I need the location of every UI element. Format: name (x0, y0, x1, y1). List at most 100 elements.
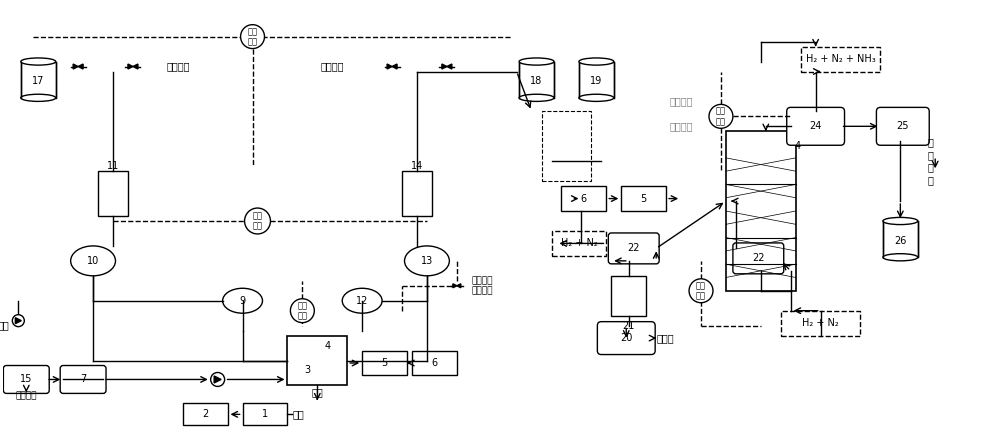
Text: H₂ + N₂ + NH₃: H₂ + N₂ + NH₃ (806, 54, 875, 64)
Circle shape (245, 208, 270, 234)
Text: 氢分析仪: 氢分析仪 (321, 62, 344, 71)
FancyBboxPatch shape (876, 107, 929, 145)
Circle shape (689, 279, 713, 303)
FancyBboxPatch shape (243, 404, 287, 425)
Text: 冷却水进: 冷却水进 (472, 277, 493, 285)
FancyBboxPatch shape (542, 112, 591, 181)
Ellipse shape (223, 288, 262, 313)
Text: 7: 7 (80, 374, 86, 385)
Text: 温度
控制: 温度 控制 (297, 301, 307, 321)
Text: 17: 17 (32, 76, 44, 86)
Text: 21: 21 (623, 321, 635, 331)
Polygon shape (15, 318, 21, 324)
FancyBboxPatch shape (402, 171, 432, 216)
Text: 12: 12 (356, 296, 368, 306)
FancyBboxPatch shape (60, 366, 106, 393)
Text: 液位
控制: 液位 控制 (253, 211, 263, 231)
Text: 3: 3 (304, 366, 310, 375)
Text: 纯水: 纯水 (0, 321, 9, 331)
Ellipse shape (21, 58, 56, 65)
Circle shape (290, 299, 314, 323)
Polygon shape (387, 64, 392, 69)
Text: 热源: 热源 (311, 387, 323, 397)
Text: 11: 11 (107, 161, 119, 171)
Circle shape (241, 25, 264, 49)
FancyBboxPatch shape (608, 233, 659, 264)
Ellipse shape (883, 217, 918, 224)
Ellipse shape (579, 94, 614, 101)
FancyBboxPatch shape (3, 366, 49, 393)
Ellipse shape (579, 58, 614, 65)
Ellipse shape (342, 288, 382, 313)
Text: 6: 6 (431, 358, 437, 368)
Text: 19: 19 (590, 76, 602, 86)
FancyBboxPatch shape (726, 131, 796, 291)
Ellipse shape (405, 246, 449, 276)
Text: H₂ + N₂: H₂ + N₂ (802, 318, 839, 328)
Text: 10: 10 (87, 256, 99, 266)
Text: H₂ + N₂: H₂ + N₂ (561, 239, 597, 248)
Text: 除盐水进: 除盐水进 (16, 391, 37, 400)
Polygon shape (447, 64, 452, 69)
Polygon shape (883, 221, 918, 257)
Ellipse shape (519, 58, 554, 65)
Text: 4: 4 (795, 141, 801, 151)
FancyBboxPatch shape (561, 186, 606, 211)
Text: 温度
控制: 温度 控制 (716, 107, 726, 126)
Polygon shape (133, 64, 138, 69)
FancyBboxPatch shape (287, 336, 347, 385)
FancyBboxPatch shape (552, 231, 606, 256)
Polygon shape (457, 284, 461, 288)
Text: 冷却水出: 冷却水出 (472, 286, 493, 295)
Text: 6: 6 (581, 194, 587, 204)
Polygon shape (73, 64, 78, 69)
Text: 氧分析仪: 氧分析仪 (166, 62, 190, 71)
Text: 绿电: 绿电 (292, 409, 304, 419)
Text: 14: 14 (411, 161, 423, 171)
Polygon shape (78, 64, 83, 69)
Text: 20: 20 (620, 333, 632, 343)
FancyBboxPatch shape (781, 311, 860, 336)
Polygon shape (21, 62, 56, 98)
Ellipse shape (21, 94, 56, 101)
FancyBboxPatch shape (597, 321, 655, 355)
Text: 9: 9 (240, 296, 246, 306)
FancyBboxPatch shape (611, 276, 646, 316)
Text: 25: 25 (897, 121, 909, 131)
Ellipse shape (71, 246, 115, 276)
Text: 22: 22 (752, 254, 765, 263)
Text: 15: 15 (20, 374, 32, 385)
Text: 4: 4 (324, 340, 330, 351)
Polygon shape (579, 62, 614, 98)
Text: 余热回用: 余热回用 (669, 121, 693, 131)
Text: 26: 26 (894, 236, 907, 246)
FancyBboxPatch shape (183, 404, 228, 425)
Text: 1: 1 (262, 409, 268, 419)
Polygon shape (214, 376, 221, 383)
Polygon shape (453, 284, 457, 288)
Polygon shape (128, 64, 133, 69)
Text: 压力
控制: 压力 控制 (696, 281, 706, 300)
Polygon shape (442, 64, 447, 69)
Circle shape (12, 315, 24, 327)
Text: 二次利用: 二次利用 (669, 97, 693, 106)
Text: 5: 5 (641, 194, 647, 204)
FancyBboxPatch shape (801, 47, 880, 71)
Circle shape (709, 105, 733, 128)
Ellipse shape (519, 94, 554, 101)
Text: 氨
分
析
仪: 氨 分 析 仪 (927, 138, 933, 185)
Text: 压力
控制: 压力 控制 (248, 27, 258, 46)
FancyBboxPatch shape (621, 186, 666, 211)
Circle shape (211, 373, 225, 386)
Polygon shape (519, 62, 554, 98)
Text: 空气进: 空气进 (656, 333, 674, 343)
Text: 13: 13 (421, 256, 433, 266)
FancyBboxPatch shape (98, 171, 128, 216)
FancyBboxPatch shape (787, 107, 845, 145)
FancyBboxPatch shape (412, 351, 457, 375)
Text: 5: 5 (381, 358, 388, 368)
FancyBboxPatch shape (733, 243, 784, 274)
Text: 18: 18 (530, 76, 543, 86)
FancyBboxPatch shape (362, 351, 407, 375)
Text: 24: 24 (809, 121, 822, 131)
